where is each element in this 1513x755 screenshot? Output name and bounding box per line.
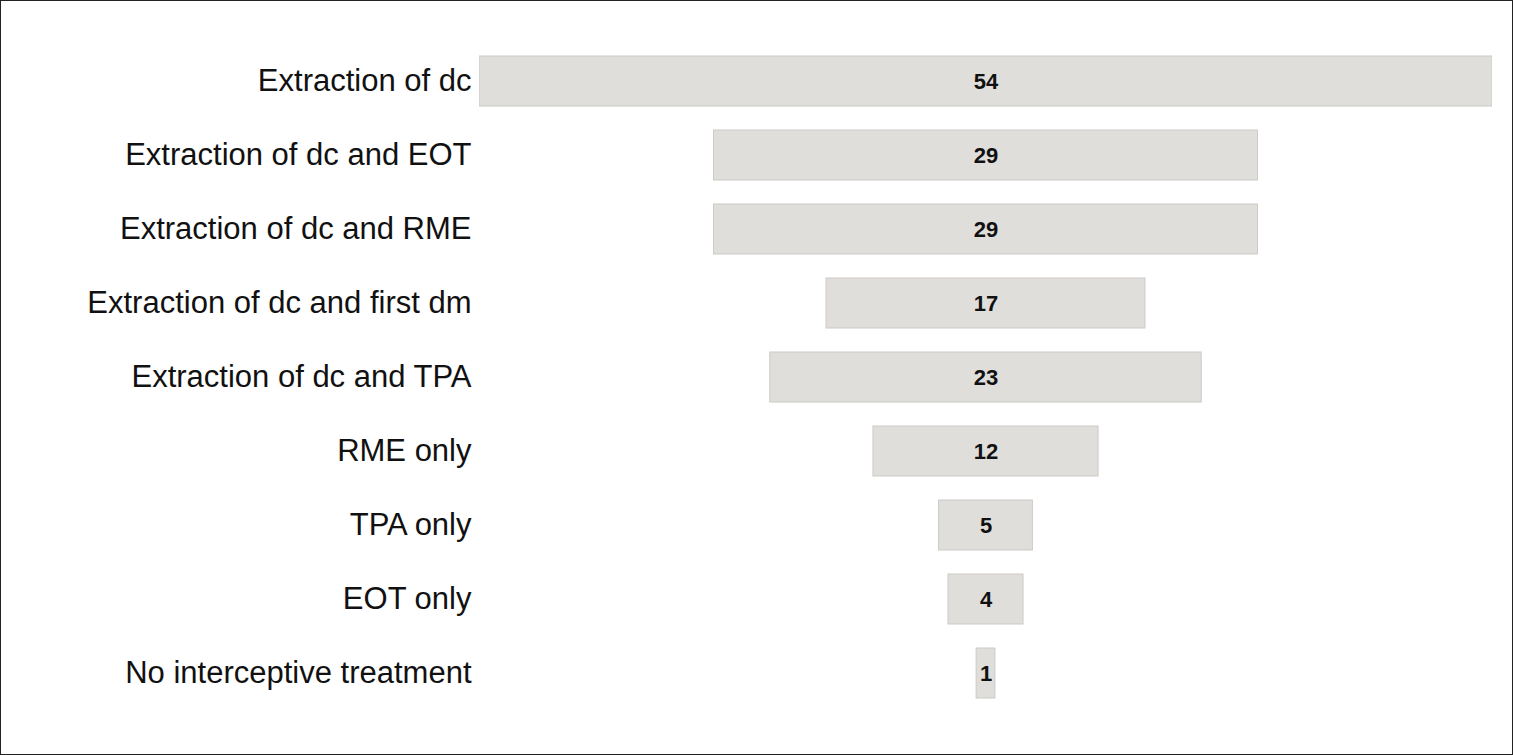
svg-text:4: 4 (980, 587, 993, 612)
svg-text:Extraction of dc and EOT: Extraction of dc and EOT (125, 137, 471, 172)
svg-text:23: 23 (974, 365, 998, 390)
svg-text:5: 5 (980, 513, 992, 538)
svg-text:29: 29 (974, 143, 998, 168)
svg-text:12: 12 (974, 439, 998, 464)
svg-text:Extraction of dc and TPA: Extraction of dc and TPA (131, 359, 471, 394)
svg-text:No interceptive treatment: No interceptive treatment (125, 655, 472, 690)
svg-text:Extraction of dc: Extraction of dc (258, 63, 472, 98)
svg-text:29: 29 (974, 217, 998, 242)
svg-text:TPA only: TPA only (350, 507, 472, 542)
svg-text:EOT only: EOT only (343, 581, 472, 616)
svg-text:54: 54 (974, 69, 999, 94)
svg-text:RME only: RME only (337, 433, 472, 468)
svg-text:1: 1 (980, 661, 992, 686)
svg-text:17: 17 (974, 291, 998, 316)
svg-text:Extraction of dc and RME: Extraction of dc and RME (120, 211, 472, 246)
svg-text:Extraction of dc and first dm: Extraction of dc and first dm (87, 285, 471, 320)
